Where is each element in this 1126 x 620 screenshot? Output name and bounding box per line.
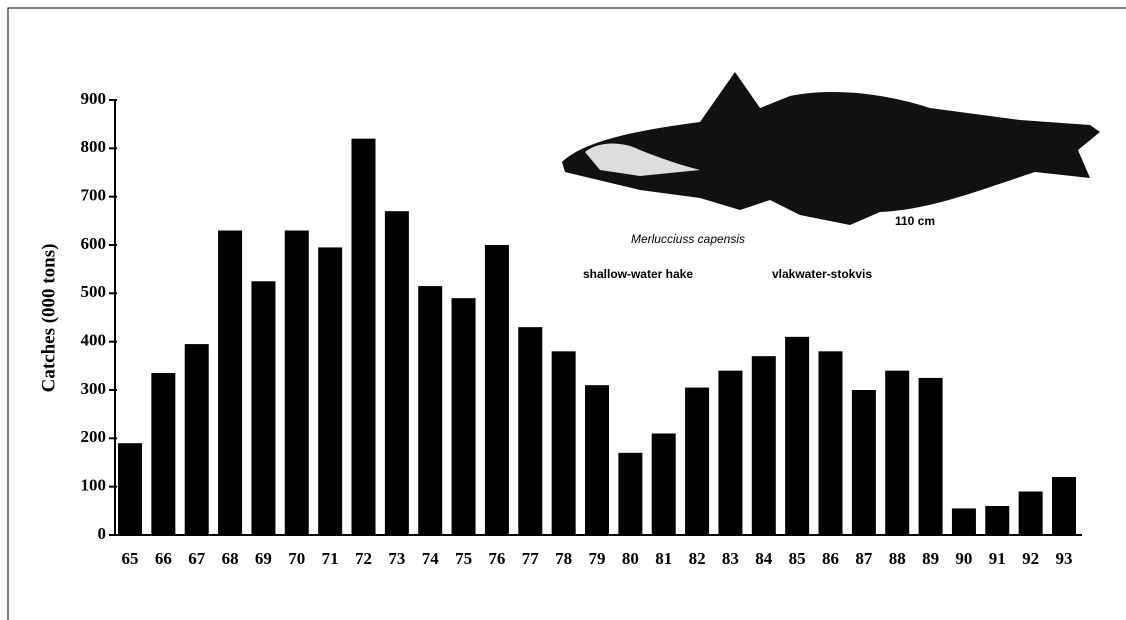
x-tick-label: 77 <box>522 549 540 568</box>
bar <box>518 327 542 535</box>
x-tick-label: 78 <box>555 549 572 568</box>
x-tick-label: 87 <box>855 549 873 568</box>
x-tick-label: 84 <box>755 549 773 568</box>
x-tick-label: 79 <box>589 549 606 568</box>
y-tick-label: 500 <box>81 282 107 301</box>
species-name: Merlucciuss capensis <box>631 232 745 246</box>
x-tick-label: 88 <box>889 549 906 568</box>
bar <box>585 385 609 535</box>
x-tick-label: 81 <box>655 549 672 568</box>
x-tick-label: 68 <box>222 549 239 568</box>
x-tick-label: 70 <box>288 549 305 568</box>
bar <box>1019 492 1043 536</box>
x-tick-label: 72 <box>355 549 372 568</box>
x-tick-label: 90 <box>955 549 972 568</box>
bar <box>418 286 442 535</box>
bar <box>385 211 409 535</box>
common-name: shallow-water hake <box>583 267 693 281</box>
x-tick-label: 93 <box>1056 549 1073 568</box>
bar <box>352 139 376 535</box>
bar <box>752 356 776 535</box>
x-tick-label: 67 <box>188 549 206 568</box>
x-tick-label: 83 <box>722 549 739 568</box>
chart: 110 cm Merlucciuss capensis shallow-wate… <box>0 0 1126 620</box>
x-tick-label: 74 <box>422 549 440 568</box>
y-tick-label: 700 <box>81 186 107 205</box>
y-tick-label: 300 <box>81 379 107 398</box>
x-tick-label: 89 <box>922 549 939 568</box>
x-tick-label: 73 <box>388 549 405 568</box>
x-tick-label: 80 <box>622 549 639 568</box>
x-tick-label: 85 <box>789 549 806 568</box>
y-tick-label: 800 <box>81 137 107 156</box>
fish-illustration <box>562 72 1100 225</box>
bar <box>785 337 809 535</box>
x-tick-label: 66 <box>155 549 172 568</box>
bar <box>652 434 676 536</box>
bar <box>852 390 876 535</box>
bar <box>952 508 976 535</box>
y-tick-label: 200 <box>81 427 107 446</box>
bar <box>118 443 142 535</box>
bar <box>885 371 909 535</box>
bar <box>318 247 342 535</box>
x-tick-label: 71 <box>322 549 339 568</box>
y-tick-label: 0 <box>98 524 107 543</box>
x-tick-label: 86 <box>822 549 839 568</box>
bar <box>618 453 642 535</box>
bar <box>185 344 209 535</box>
bar <box>985 506 1009 535</box>
x-tick-label: 75 <box>455 549 472 568</box>
size-note: 110 cm <box>895 214 935 228</box>
bar <box>1052 477 1076 535</box>
x-tick-label: 91 <box>989 549 1006 568</box>
x-tick-label: 69 <box>255 549 272 568</box>
bar <box>819 351 843 535</box>
bar <box>151 373 175 535</box>
bar <box>919 378 943 535</box>
bar <box>218 231 242 536</box>
x-tick-label: 92 <box>1022 549 1039 568</box>
bar <box>552 351 576 535</box>
y-axis-label: Catches (000 tons) <box>38 244 59 393</box>
bar <box>685 388 709 535</box>
y-tick-label: 400 <box>81 331 107 350</box>
y-tick-label: 100 <box>81 476 107 495</box>
bar <box>718 371 742 535</box>
x-tick-label: 76 <box>488 549 505 568</box>
bar <box>452 298 476 535</box>
local-name: vlakwater-stokvis <box>772 267 872 281</box>
y-tick-label: 600 <box>81 234 107 253</box>
bar <box>485 245 509 535</box>
bar <box>285 231 309 536</box>
y-tick-label: 900 <box>81 89 107 108</box>
x-tick-label: 82 <box>689 549 706 568</box>
x-tick-label: 65 <box>122 549 139 568</box>
bar <box>251 281 275 535</box>
